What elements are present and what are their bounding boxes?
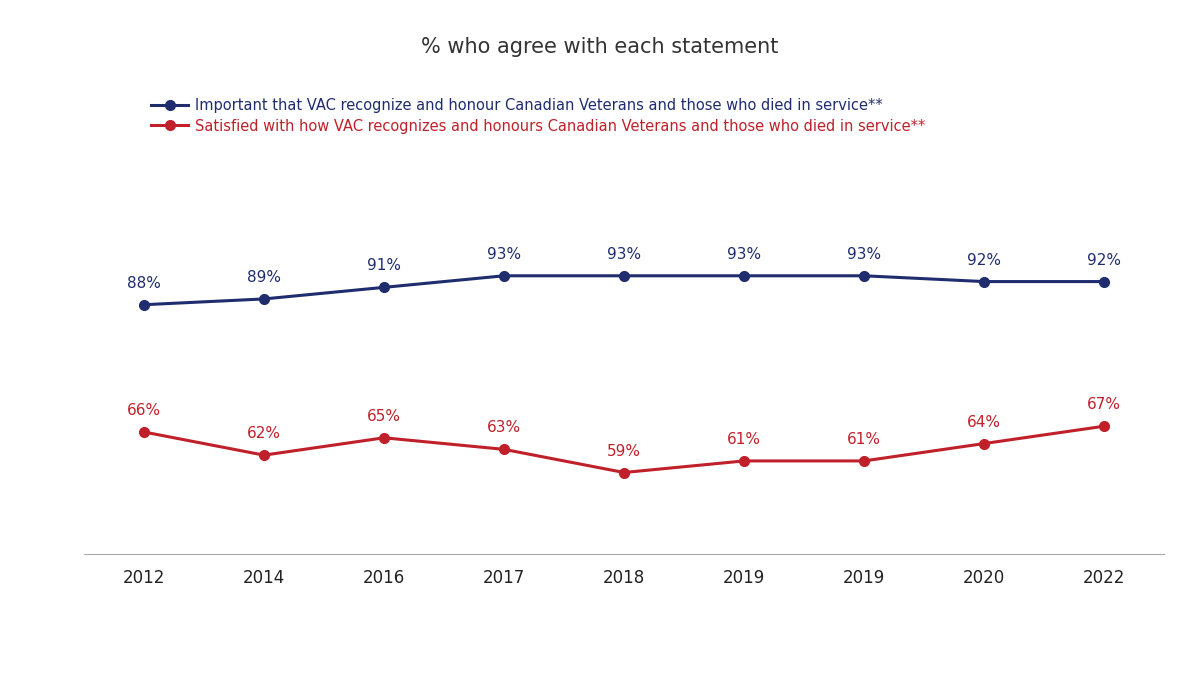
Text: 92%: 92% xyxy=(967,252,1001,268)
Text: 93%: 93% xyxy=(607,247,641,262)
Text: 93%: 93% xyxy=(727,247,761,262)
Text: 93%: 93% xyxy=(487,247,521,262)
Text: 62%: 62% xyxy=(247,426,281,441)
Text: 93%: 93% xyxy=(847,247,881,262)
Text: 63%: 63% xyxy=(487,421,521,435)
Text: 61%: 61% xyxy=(847,432,881,447)
Text: 66%: 66% xyxy=(127,403,161,418)
Text: 89%: 89% xyxy=(247,270,281,285)
Legend: Important that VAC recognize and honour Canadian Veterans and those who died in : Important that VAC recognize and honour … xyxy=(151,99,925,134)
Text: 92%: 92% xyxy=(1087,252,1121,268)
Text: 91%: 91% xyxy=(367,259,401,273)
Text: % who agree with each statement: % who agree with each statement xyxy=(421,37,779,57)
Text: 64%: 64% xyxy=(967,414,1001,430)
Text: 67%: 67% xyxy=(1087,398,1121,412)
Text: 59%: 59% xyxy=(607,443,641,458)
Text: 88%: 88% xyxy=(127,276,161,291)
Text: 65%: 65% xyxy=(367,409,401,424)
Text: 61%: 61% xyxy=(727,432,761,447)
